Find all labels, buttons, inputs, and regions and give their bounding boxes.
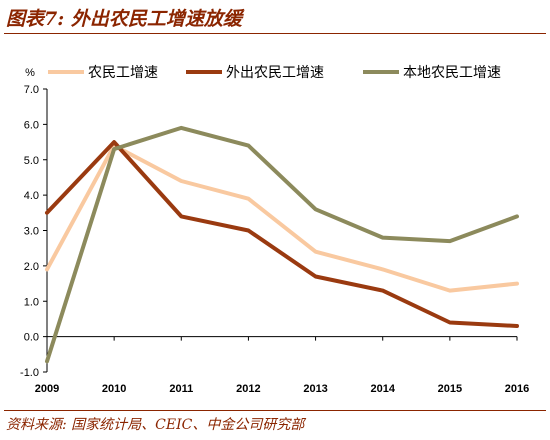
x-tick-label: 2014 — [370, 383, 395, 395]
y-tick-label: 3.0 — [24, 226, 39, 238]
y-axis-unit: % — [25, 67, 35, 79]
series-line-3 — [45, 125, 519, 364]
chart-lines — [45, 125, 519, 364]
x-tick-label: 2013 — [303, 383, 327, 395]
legend-label-1: 农民工增速 — [88, 65, 158, 81]
series-line-1 — [45, 143, 519, 293]
x-tick-label: 2009 — [35, 383, 59, 395]
y-tick-label: 5.0 — [24, 155, 39, 167]
series-line-2 — [45, 140, 519, 328]
y-tick-label: -1.0 — [20, 367, 39, 379]
y-tick-label: 7.0 — [24, 84, 39, 96]
source-rule — [4, 410, 546, 411]
chart-ticks: 7.0 6.0 5.0 4.0 3.0 2.0 1.0 0.0 -1.0% 2009 2010 201… — [20, 67, 529, 395]
chart-legend: 农民工增速 外出农民工增速 本地农民工增速 — [48, 65, 501, 81]
x-tick-label: 2016 — [505, 383, 529, 395]
x-tick-label: 2012 — [236, 383, 260, 395]
y-tick-label: 1.0 — [24, 296, 39, 308]
chart-axes — [46, 89, 517, 372]
x-tick-label: 2011 — [169, 383, 193, 395]
x-tick-label: 2015 — [438, 383, 462, 395]
y-tick-label: 2.0 — [24, 261, 39, 273]
y-tick-label: 6.0 — [24, 119, 39, 131]
legend-label-2: 外出农民工增速 — [226, 65, 324, 81]
chart-title: 图表7: 外出农民工增速放缓 — [6, 8, 242, 30]
title-rule — [4, 33, 546, 34]
legend-label-3: 本地农民工增速 — [403, 65, 501, 81]
y-tick-label: 0.0 — [24, 332, 39, 344]
x-tick-label: 2010 — [102, 383, 126, 395]
title-bar: 图表7: 外出农民工增速放缓 — [0, 0, 550, 36]
y-tick-label: 4.0 — [24, 190, 39, 202]
source-note: 资料来源: 国家统计局、CEIC、中金公司研究部 — [6, 417, 305, 433]
line-chart: 7.0 6.0 5.0 4.0 3.0 2.0 1.0 0.0 -1.0% 2009 2010 201… — [20, 65, 529, 395]
